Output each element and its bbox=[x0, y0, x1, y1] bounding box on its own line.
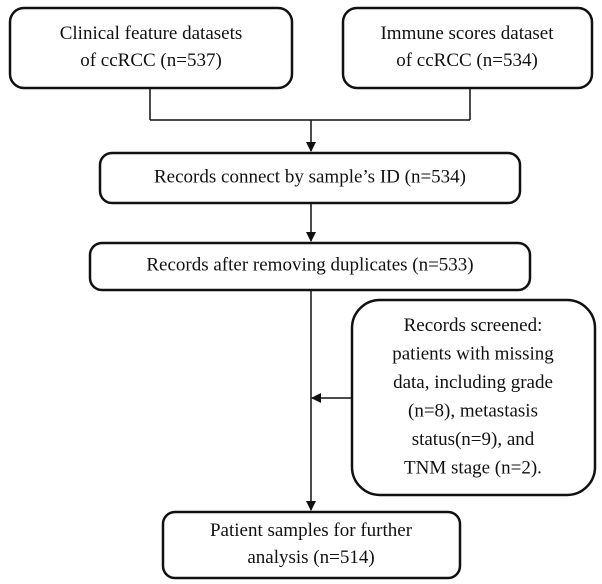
node-label: analysis (n=514) bbox=[247, 547, 374, 568]
node-label: of ccRCC (n=537) bbox=[80, 50, 222, 71]
node-label: of ccRCC (n=534) bbox=[396, 50, 538, 71]
node-label: status(n=9), and bbox=[412, 429, 535, 450]
node-box bbox=[8, 6, 294, 90]
node-label: data, including grade bbox=[393, 372, 553, 393]
node-label: Records connect by sample’s ID (n=534) bbox=[154, 166, 466, 187]
node-box bbox=[98, 151, 522, 205]
node-label: Records screened: bbox=[404, 315, 543, 336]
node-label: Immune scores dataset bbox=[380, 23, 554, 44]
node-label: Clinical feature datasets bbox=[60, 23, 243, 44]
node-label: Patient samples for further bbox=[210, 520, 413, 541]
node-box bbox=[88, 241, 532, 292]
node-box bbox=[341, 6, 594, 90]
node-box bbox=[350, 298, 597, 497]
node-label: patients with missing bbox=[392, 344, 554, 365]
labels: Clinical feature datasets of ccRCC (n=537… bbox=[60, 23, 555, 568]
node-label: Records after removing duplicates (n=533… bbox=[146, 254, 473, 275]
node-label: TNM stage (n=2). bbox=[404, 458, 542, 479]
node-label: (n=8), metastasis bbox=[408, 401, 538, 422]
node-box bbox=[161, 510, 462, 580]
